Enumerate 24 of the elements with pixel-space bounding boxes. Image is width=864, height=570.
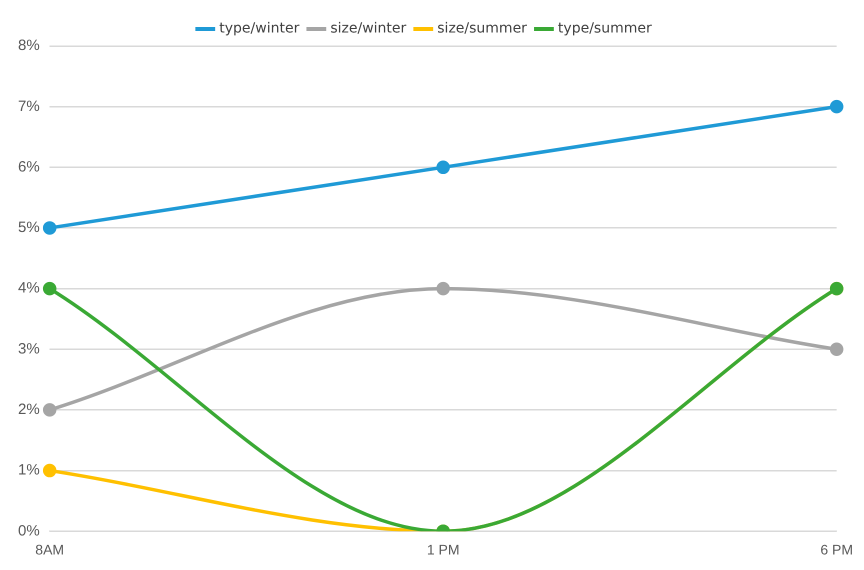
legend-label: type/summer	[558, 20, 652, 37]
point	[42, 282, 56, 296]
legend-label: type/winter	[219, 20, 300, 37]
legend-label: size/winter	[330, 20, 407, 37]
point	[436, 160, 450, 174]
point	[436, 282, 450, 296]
y-tick-label: 5%	[18, 219, 40, 236]
y-tick-label: 7%	[18, 98, 40, 115]
point	[830, 100, 844, 114]
x-tick-label: 1 PM	[426, 541, 460, 558]
point	[42, 221, 56, 235]
point	[830, 342, 844, 356]
y-tick-label: 4%	[18, 280, 40, 297]
y-tick-label: 2%	[18, 401, 40, 418]
y-tick-label: 3%	[18, 340, 40, 358]
x-tick-label: 6 PM	[820, 541, 854, 558]
point	[42, 464, 56, 478]
y-tick-label: 8%	[18, 37, 40, 54]
y-tick-label: 6%	[18, 158, 40, 176]
y-tick-label: 1%	[18, 462, 40, 479]
point	[42, 403, 56, 417]
y-tick-label: 0%	[18, 522, 40, 540]
x-tick-label: 8AM	[35, 541, 64, 558]
legend-label: size/summer	[437, 20, 528, 37]
